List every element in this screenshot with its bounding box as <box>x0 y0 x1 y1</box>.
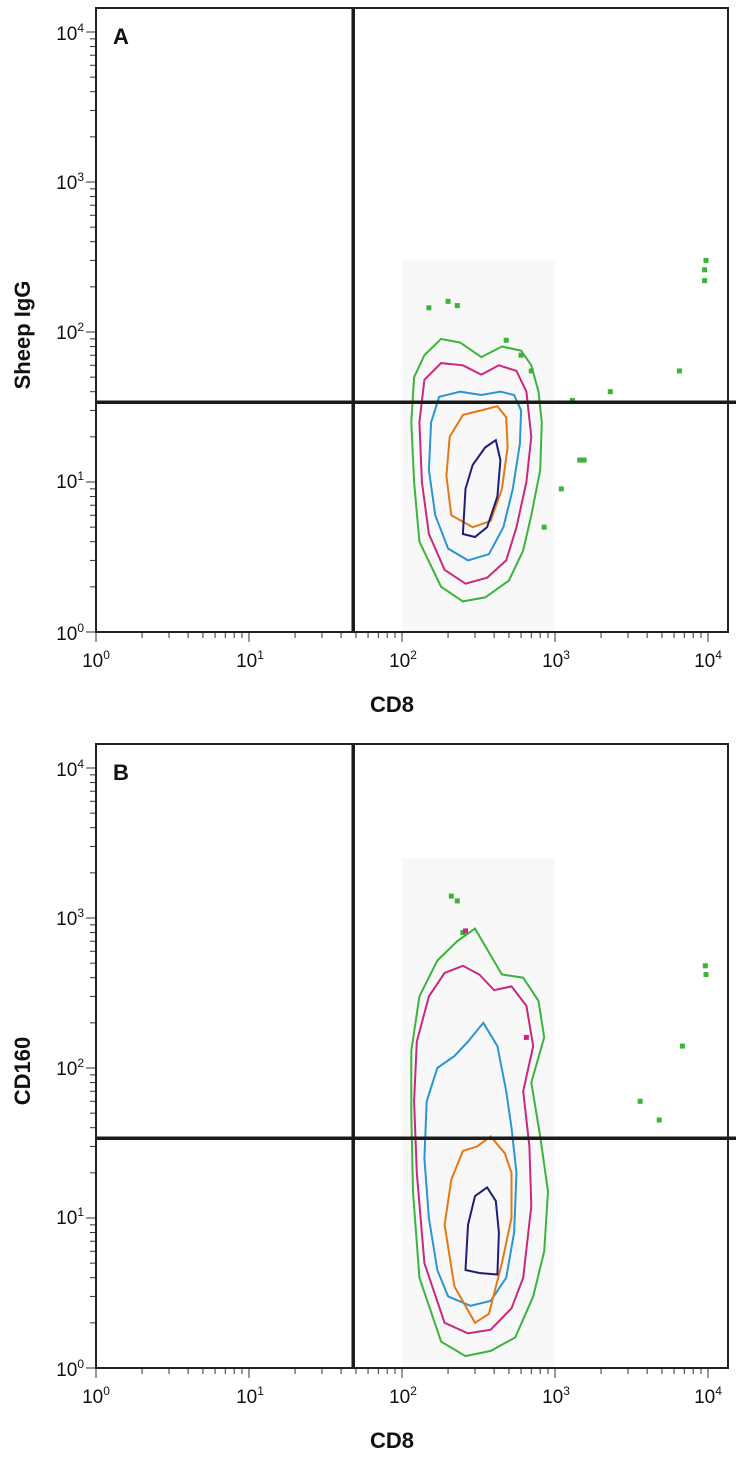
outlier-point <box>676 368 682 374</box>
contours <box>410 927 550 1358</box>
density-haze <box>402 858 555 1368</box>
y-tick-label: 103 <box>56 906 84 930</box>
outlier-point <box>558 486 564 492</box>
outlier-point <box>426 305 432 311</box>
outlier-point <box>454 898 460 904</box>
plot-frame-border <box>95 743 729 1369</box>
outlier-point <box>581 457 587 463</box>
outlier-point <box>454 303 460 309</box>
x-tick-label: 104 <box>694 648 722 672</box>
outlier-point <box>448 893 454 899</box>
x-tick-label: 103 <box>542 1384 570 1408</box>
outlier-point <box>541 524 547 530</box>
x-tick-labels: 100 101 102 103 104 <box>82 1384 722 1408</box>
x-axis-title: CD8 <box>370 692 414 717</box>
outlier-point <box>518 352 524 358</box>
x-axis-title: CD8 <box>370 1428 414 1453</box>
outlier-point <box>679 1043 685 1049</box>
outlier-point <box>703 257 709 263</box>
contour-level-2 <box>418 362 533 585</box>
contour-level-4 <box>445 405 509 529</box>
outlier-point <box>523 1034 529 1040</box>
x-tick-label: 102 <box>389 648 417 672</box>
outlier-points <box>448 893 709 1123</box>
contour-level-1 <box>410 927 550 1358</box>
contour-level-1 <box>410 337 543 603</box>
haze-rect <box>402 260 555 632</box>
haze-rect <box>402 858 555 1368</box>
outlier-point <box>503 337 509 343</box>
x-tick-label: 103 <box>542 648 570 672</box>
x-tick-label: 102 <box>389 1384 417 1408</box>
outlier-point <box>577 457 583 463</box>
outlier-point <box>463 928 468 934</box>
y-tick-label: 102 <box>56 320 84 344</box>
outlier-point <box>528 368 534 374</box>
contours <box>410 337 543 603</box>
contour-level-3 <box>427 390 523 562</box>
contour-level-5 <box>461 438 502 539</box>
outlier-point <box>637 1098 643 1104</box>
y-tick-label: 100 <box>56 1357 84 1381</box>
x-tick-label: 100 <box>82 648 110 672</box>
y-axis-title: CD160 <box>10 1037 35 1105</box>
x-tick-label: 101 <box>236 1384 264 1408</box>
x-tick-label: 101 <box>236 648 264 672</box>
y-tick-label: 100 <box>56 621 84 645</box>
outlier-point <box>656 1117 662 1123</box>
y-tick-label: 102 <box>56 1056 84 1080</box>
contour-level-3 <box>423 1021 518 1307</box>
panel-label: B <box>113 760 129 785</box>
outlier-point <box>607 389 613 395</box>
outlier-point <box>569 397 575 403</box>
x-tick-label: 100 <box>82 1384 110 1408</box>
plot-frame-border <box>95 7 729 633</box>
outlier-point <box>703 972 709 977</box>
panel-label: A <box>113 24 129 49</box>
x-tick-label: 104 <box>694 1384 722 1408</box>
y-tick-label: 104 <box>56 757 84 781</box>
outlier-point <box>702 278 708 284</box>
y-tick-labels: 100 101 102 103 104 <box>56 21 84 645</box>
contour-level-4 <box>443 1135 513 1325</box>
outlier-point <box>702 963 708 969</box>
y-tick-label: 104 <box>56 21 84 45</box>
y-tick-label: 101 <box>56 469 84 493</box>
outlier-point <box>702 267 708 273</box>
panel-b: B CD8 CD160 100 101 102 103 104 100 101 … <box>10 743 736 1453</box>
y-tick-labels: 100 101 102 103 104 <box>56 757 84 1381</box>
y-tick-label: 101 <box>56 1205 84 1229</box>
outlier-point <box>445 298 451 304</box>
outlier-point <box>460 930 466 935</box>
x-tick-labels: 100 101 102 103 104 <box>82 648 722 672</box>
density-haze <box>402 260 555 632</box>
y-tick-label: 103 <box>56 170 84 194</box>
contour-level-2 <box>413 964 535 1335</box>
outlier-points <box>426 257 709 530</box>
panel-a: A CD8 Sheep IgG 100 101 102 103 104 100 … <box>10 7 736 717</box>
y-axis-title: Sheep IgG <box>10 281 35 390</box>
contour-level-5 <box>464 1185 500 1276</box>
